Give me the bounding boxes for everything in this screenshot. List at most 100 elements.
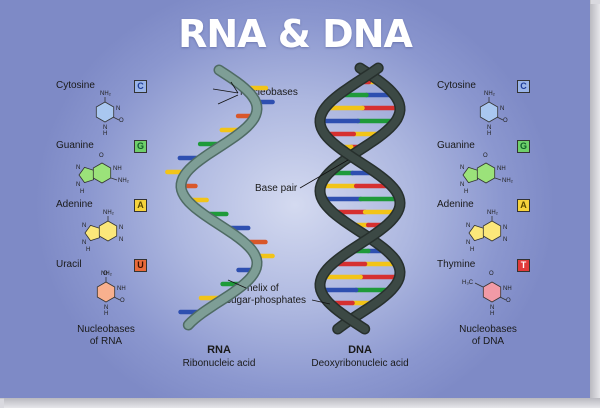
label-nh2: NH₂ — [487, 210, 499, 216]
label-o: O — [99, 153, 104, 159]
left-letter-c: C — [134, 80, 147, 93]
dna-name: DNA — [348, 344, 372, 356]
poster — [0, 0, 591, 399]
callout-lines — [212, 81, 349, 305]
poster-title: RNA & DNA — [178, 12, 413, 56]
rna-backbone — [176, 66, 262, 329]
left-letter-a: A — [134, 199, 147, 212]
right-caption-line1: Nucleobases — [459, 324, 517, 335]
left-label-adenine: Adenine — [56, 199, 93, 210]
label-h: H — [470, 247, 474, 253]
label-n: N — [82, 223, 86, 229]
label-n: N — [116, 106, 120, 112]
label-n: N — [466, 223, 470, 229]
ring — [479, 101, 499, 123]
ring — [96, 281, 116, 303]
rna-full-name: Ribonucleic acid — [182, 358, 256, 369]
left-letter-u: U — [134, 259, 147, 272]
right-label-cytosine: Cytosine — [437, 80, 476, 91]
ring — [482, 281, 502, 303]
rna-dna-diagram: NH₂NONHNNHONHNH₂NNHNH₂NNNH₂NHONHONH₂NONH… — [76, 62, 514, 335]
label-n: N — [500, 106, 504, 112]
left-letter-g: G — [134, 140, 147, 153]
callout-line-nucleobases-1 — [212, 88, 239, 94]
label-h: H — [487, 131, 491, 137]
callout-nucleobases: Nucleobases — [240, 87, 298, 98]
ring-large — [98, 220, 118, 242]
bond — [112, 116, 120, 121]
label-h: H — [86, 247, 90, 253]
callout-line-helix-rna — [227, 279, 247, 289]
dna-strand-a — [315, 64, 405, 333]
label-h: H — [104, 311, 108, 317]
label-n-bottom: N — [490, 305, 494, 311]
left-caption-line1: Nucleobases — [77, 324, 135, 335]
label-h: H — [103, 131, 107, 137]
ring-small — [78, 166, 94, 184]
bond — [110, 177, 118, 181]
label-n-bottom: N — [103, 125, 107, 131]
label-n-bottom: N — [104, 305, 108, 311]
label-n: N — [460, 165, 464, 171]
label-o: O — [503, 118, 508, 124]
right-label-guanine: Guanine — [437, 140, 475, 151]
right-caption-line2: of DNA — [471, 336, 505, 347]
label-h: H — [464, 189, 468, 195]
label-h: H — [490, 311, 494, 317]
bond — [113, 296, 121, 301]
right-letter-g: G — [517, 140, 530, 153]
rna-name: RNA — [207, 344, 231, 356]
label-n2: N — [82, 240, 86, 246]
callout-line-nucleobases-3 — [230, 81, 239, 94]
left-molecule-uracil: NH₂ NH O NH O — [96, 271, 126, 317]
left-label-uracil: Uracil — [56, 259, 82, 270]
label-n: NH — [503, 286, 512, 292]
callout-line-helix-dna — [311, 299, 331, 305]
bond — [474, 282, 484, 288]
rna-helix — [165, 64, 275, 331]
right-label-adenine: Adenine — [437, 199, 474, 210]
ring-large — [482, 220, 502, 242]
label-n2: N — [76, 182, 80, 188]
right-label-thymine: Thymine — [437, 259, 476, 270]
label-nh2: NH₂ — [103, 210, 115, 216]
ring-small — [84, 224, 100, 242]
ring-large — [92, 162, 112, 184]
callout-base-pair: Base pair — [255, 183, 298, 194]
label-o: O — [119, 118, 124, 124]
left-label-cytosine: Cytosine — [56, 80, 95, 91]
label-h3c: H₃C — [462, 280, 474, 286]
poster-shadow-right — [590, 4, 600, 408]
label-o: O — [120, 298, 125, 304]
callout-helix-line1: helix of — [247, 283, 279, 294]
bond — [494, 177, 502, 181]
label-n2: N — [466, 240, 470, 246]
label-h: H — [80, 189, 84, 195]
label-nh2: NH₂ — [100, 91, 112, 97]
callout-helix-line2: sugar-phosphates — [226, 295, 307, 306]
bond — [499, 296, 507, 301]
right-letter-a: A — [517, 199, 530, 212]
label-nh2: NH₂ — [502, 178, 514, 184]
label-o-top: O — [103, 271, 108, 277]
callout-line-nucleobases-2 — [217, 94, 239, 105]
right-letter-t: T — [517, 259, 530, 272]
label-n3: N — [503, 225, 507, 231]
label-n4: N — [119, 237, 123, 243]
label-nh2: NH₂ — [484, 91, 496, 97]
label-o-top: O — [489, 271, 494, 277]
ring-large — [476, 162, 496, 184]
ring-small — [462, 166, 478, 184]
label-nh2: NH₂ — [101, 271, 113, 277]
dna-double-helix — [314, 62, 406, 335]
bond — [496, 116, 504, 121]
dna-strand-b — [315, 64, 405, 333]
label-n4: N — [503, 237, 507, 243]
right-molecule-thymine: H₃C NH O NH O — [462, 271, 512, 317]
